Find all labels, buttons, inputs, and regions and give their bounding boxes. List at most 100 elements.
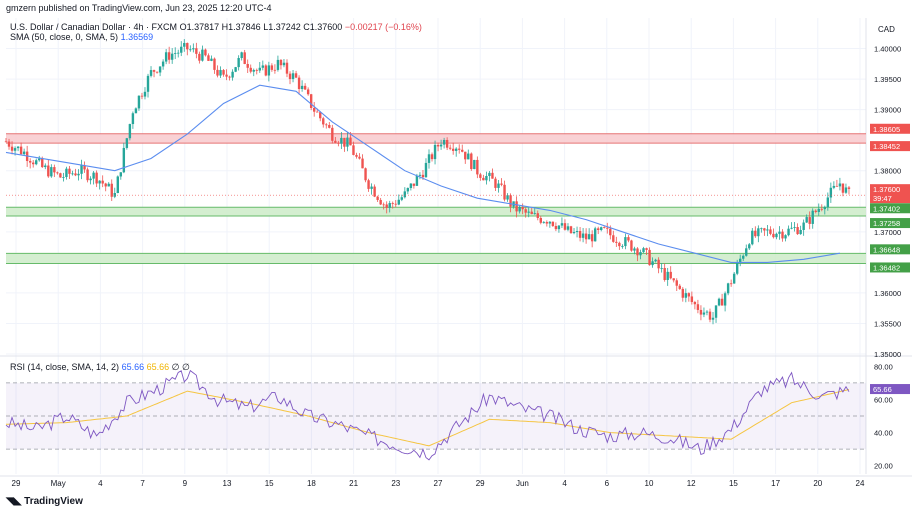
candle-up [189,49,192,51]
tv-logo-icon: ◥◣ [6,496,25,507]
candle-down [663,267,666,280]
candle-down [358,156,361,159]
price-label-box [870,193,910,204]
candle-down [186,42,189,50]
candle-up [566,226,570,230]
candle-up [739,258,742,263]
candle-down [303,85,307,90]
candle-up [454,148,458,151]
candle-up [400,197,404,200]
candle-down [59,173,62,178]
candle-down [373,186,376,197]
candle-up [829,187,833,198]
candle-down [708,311,712,320]
price-tick-label: 1.38000 [874,167,901,176]
candle-up [548,221,552,224]
candle-down [195,48,198,54]
candle-up [65,168,68,177]
candle-up [252,69,255,72]
candle-down [140,95,144,97]
sma-legend[interactable]: SMA (50, close, 0, SMA, 5) 1.36569 [10,32,153,42]
candle-down [294,73,298,78]
candle-up [717,298,721,306]
candle-up [745,248,748,256]
candle-down [207,55,210,61]
x-tick-label: 20 [813,479,822,488]
candle-down [630,240,633,251]
x-tick-label: 4 [98,479,103,488]
candle-up [660,267,663,269]
candle-down [86,169,89,181]
candle-down [74,173,77,176]
rsi-ma-line [5,389,850,447]
candle-up [92,172,95,179]
candle-up [775,233,778,238]
candle-up [370,186,373,189]
x-tick-label: May [51,479,66,488]
candle-down [225,74,228,77]
candle-up [654,259,657,262]
candle-down [222,70,225,75]
brand-label: TradingView [24,496,83,507]
candle-up [790,227,793,229]
price-tick-label: 1.36000 [874,289,901,298]
candle-down [331,127,334,141]
candle-up [267,65,271,76]
candle-up [44,165,47,168]
rsi-line [5,369,850,461]
candle-down [536,213,539,218]
candle-down [769,229,772,234]
candle-down [56,172,59,174]
candle-up [183,42,186,47]
candle-up [201,49,204,61]
candle-up [587,234,591,240]
rsi-tick-label: 40.00 [874,429,893,438]
candle-up [158,66,162,73]
rsi-tick-label: 60.00 [874,395,893,404]
candle-up [98,180,101,184]
candle-up [723,293,727,306]
candle-down [648,249,651,266]
candle-down [249,67,252,72]
candle-down [213,58,216,70]
candle-up [231,71,234,78]
candle-up [751,230,754,245]
rsi-legend[interactable]: RSI (14, close, SMA, 14, 2) 65.66 65.66 … [10,362,190,373]
candle-up [388,203,391,208]
tradingview-logo[interactable]: ◥◣ TradingView [6,496,83,507]
candle-down [569,226,573,234]
candle-down [264,65,268,76]
x-tick-label: 12 [687,479,696,488]
symbol-title[interactable]: U.S. Dollar / Canadian Dollar · 4h · FXC… [10,22,178,32]
candle-up [174,53,177,54]
candle-up [760,228,763,230]
candle-up [346,137,349,147]
candle-up [823,207,827,210]
candle-up [793,227,796,228]
candle-down [322,118,325,125]
candle-up [177,52,180,54]
candle-down [729,283,733,285]
candle-down [297,77,301,89]
candle-down [273,69,277,71]
candle-down [820,208,823,210]
candle-down [355,154,358,157]
candle-up [542,222,546,223]
candle-down [636,248,639,256]
candle-up [593,228,597,242]
price-label-box [870,123,910,134]
candle-down [482,177,485,181]
candle-up [473,159,476,170]
candle-up [137,95,141,109]
candle-down [367,180,370,189]
candle-down [448,147,452,149]
sma-value: 1.36569 [120,32,154,42]
candle-down [376,196,379,200]
candle-down [612,235,615,242]
candle-down [763,228,766,231]
x-tick-label: 27 [434,479,443,488]
candle-up [784,235,787,239]
candle-up [711,317,715,320]
candle-up [838,183,842,187]
